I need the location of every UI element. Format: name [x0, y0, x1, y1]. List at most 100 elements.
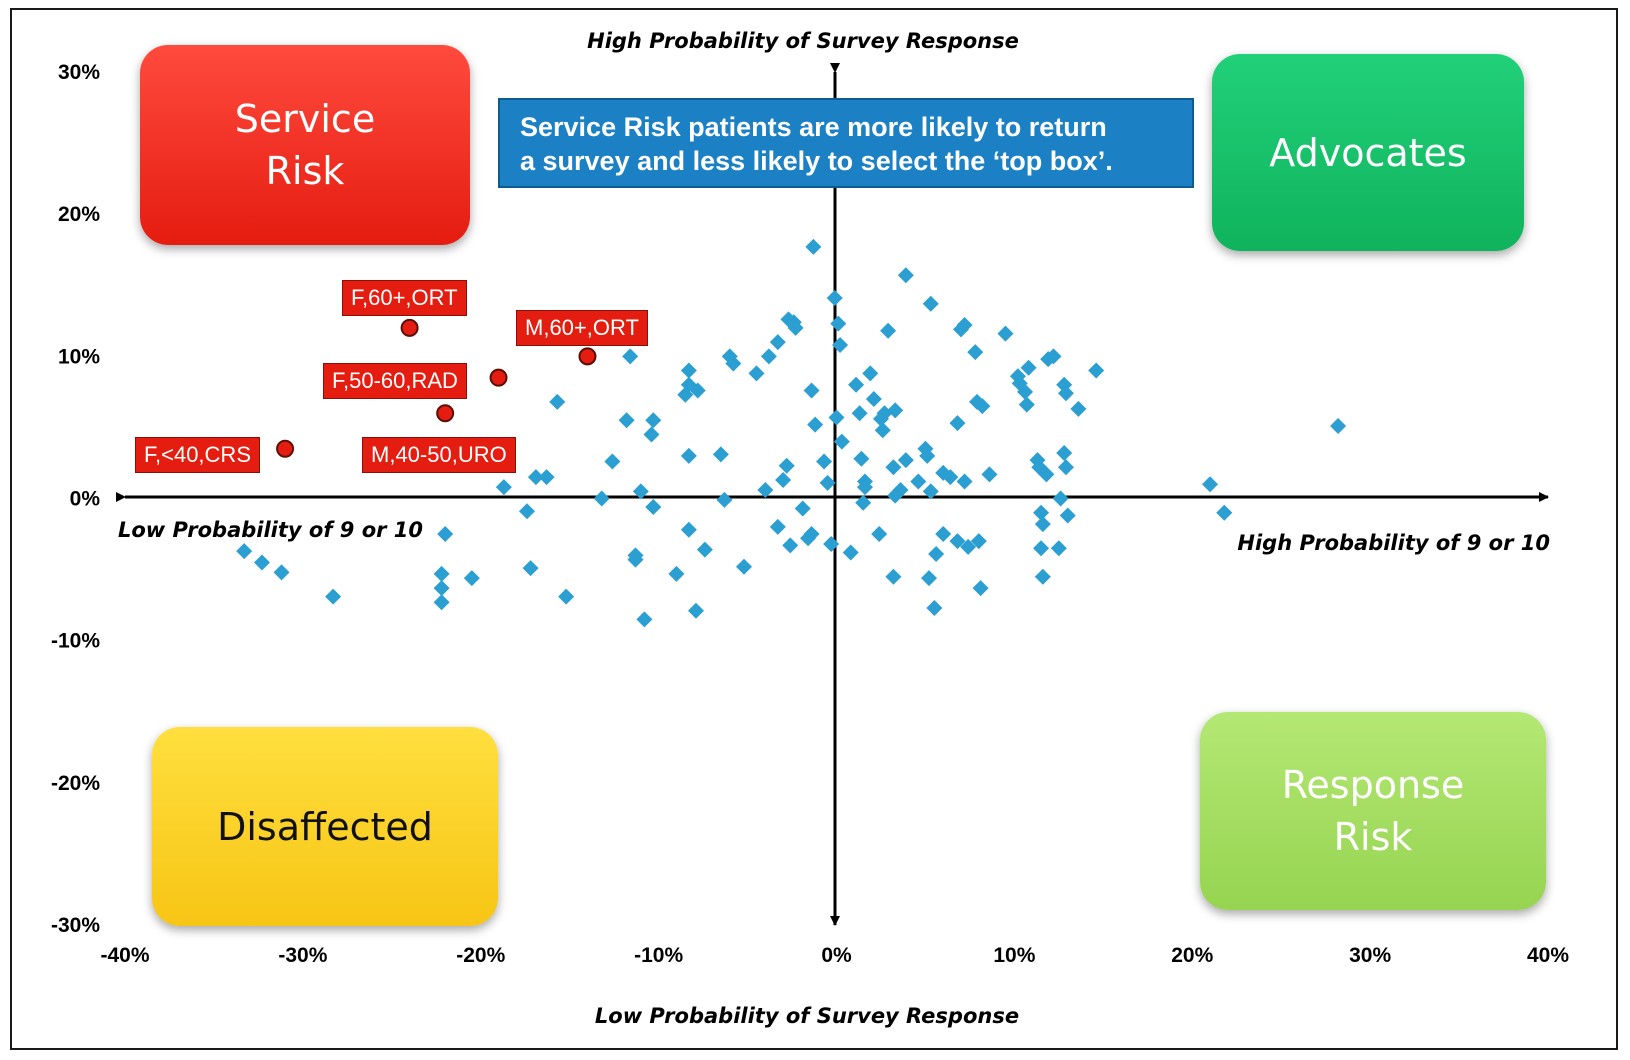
data-point	[433, 580, 450, 597]
data-point	[885, 568, 902, 585]
data-point	[627, 551, 644, 568]
data-point	[1033, 504, 1050, 521]
data-point	[757, 481, 774, 498]
y-axis-top-title: High Probability of Survey Response	[587, 29, 1019, 53]
data-point	[696, 541, 713, 558]
x-tick-label: 30%	[1349, 944, 1391, 967]
data-point	[855, 494, 872, 511]
highlight-label: F,<40,CRS	[135, 437, 260, 473]
data-point	[967, 344, 984, 361]
quadrant-response-risk: Response Risk	[1200, 712, 1546, 910]
data-point	[769, 518, 786, 535]
data-point	[970, 533, 987, 550]
data-point	[273, 564, 290, 581]
data-point	[463, 570, 480, 587]
chart-frame	[10, 8, 1618, 1050]
data-point	[236, 543, 253, 560]
data-point	[712, 446, 729, 463]
data-point	[716, 491, 733, 508]
data-point	[778, 457, 795, 474]
data-point	[853, 450, 870, 467]
data-point	[897, 452, 914, 469]
data-point	[865, 390, 882, 407]
y-tick-label: -10%	[51, 630, 100, 653]
data-point	[922, 295, 939, 312]
data-point	[981, 466, 998, 483]
data-point	[794, 500, 811, 517]
data-point	[1011, 375, 1028, 392]
x-axis-left-title: Low Probability of 9 or 10	[118, 518, 423, 542]
x-axis-right-title: High Probability of 9 or 10	[1237, 531, 1550, 555]
data-point	[862, 365, 879, 382]
data-point	[604, 453, 621, 470]
y-tick-label: 20%	[58, 203, 100, 226]
axes	[116, 63, 1549, 926]
y-tick-label: -30%	[51, 914, 100, 937]
data-point	[830, 315, 847, 332]
data-point	[668, 565, 685, 582]
highlight-label: F,60+,ORT	[342, 280, 467, 316]
data-point	[1020, 359, 1037, 376]
data-point	[816, 453, 833, 470]
data-point	[1202, 476, 1219, 493]
data-point	[956, 317, 973, 334]
data-point	[892, 481, 909, 498]
data-point	[1057, 459, 1074, 476]
data-point	[997, 325, 1014, 342]
data-point	[1034, 568, 1051, 585]
callout-box: Service Risk patients are more likely to…	[498, 98, 1194, 188]
data-point	[775, 472, 792, 489]
data-point	[787, 319, 804, 336]
highlight-label: F,50-60,RAD	[323, 363, 467, 399]
data-point	[828, 409, 845, 426]
data-point	[974, 398, 991, 415]
y-axis-bottom-title: Low Probability of Survey Response	[595, 1004, 1019, 1028]
data-point	[949, 533, 966, 550]
data-point	[687, 602, 704, 619]
x-tick-label: -20%	[456, 944, 505, 967]
data-point	[833, 433, 850, 450]
highlighted-point	[436, 404, 455, 423]
data-point	[518, 503, 535, 520]
x-tick-label: -10%	[634, 944, 683, 967]
data-point	[1045, 348, 1062, 365]
data-point	[874, 422, 891, 439]
data-point	[956, 473, 973, 490]
data-point	[558, 588, 575, 605]
data-point	[253, 554, 270, 571]
data-point	[1034, 516, 1051, 533]
highlighted-point	[276, 439, 295, 458]
data-point	[1017, 383, 1034, 400]
data-point	[922, 483, 939, 500]
data-point	[823, 535, 840, 552]
x-tick-label: 0%	[821, 944, 852, 967]
data-point	[885, 459, 902, 476]
data-point	[645, 499, 662, 516]
data-point	[935, 526, 952, 543]
data-point	[522, 560, 539, 577]
highlight-label: M,40-50,URO	[362, 437, 516, 473]
y-tick-label: -20%	[51, 772, 100, 795]
highlighted-point	[400, 318, 419, 337]
data-point	[826, 290, 843, 307]
y-tick-labels: 30% 20% 10% 0% -10% -20% -30%	[51, 61, 100, 937]
data-point	[848, 376, 865, 393]
data-point	[856, 479, 873, 496]
x-tick-label: 20%	[1171, 944, 1213, 967]
highlighted-point	[489, 368, 508, 387]
y-tick-label: 0%	[70, 488, 101, 511]
data-point	[680, 521, 697, 538]
data-point	[920, 570, 937, 587]
data-point	[782, 537, 799, 554]
data-point	[433, 565, 450, 582]
data-point	[636, 611, 653, 628]
data-point	[680, 447, 697, 464]
data-point	[645, 412, 662, 429]
data-point	[887, 402, 904, 419]
data-point	[1033, 540, 1050, 557]
quadrant-service-risk: Service Risk	[140, 45, 470, 245]
x-tick-label: -40%	[100, 944, 149, 967]
data-point	[1052, 490, 1069, 507]
x-tick-labels: -40% -30% -20% -10% 0% 10% 20% 30% 40%	[100, 944, 1569, 967]
